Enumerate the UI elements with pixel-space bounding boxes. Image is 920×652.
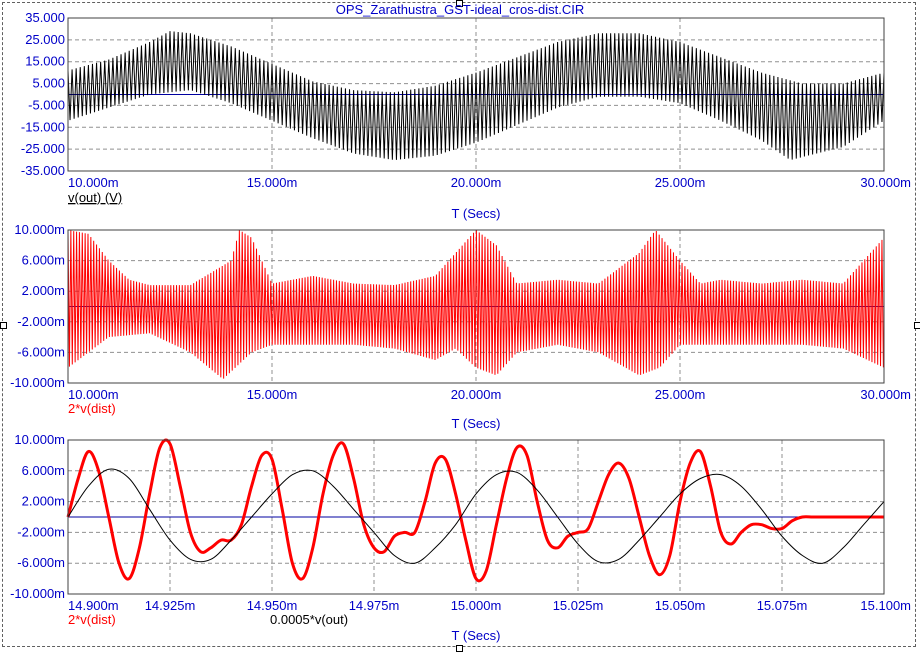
y-tick-label: -35.000	[21, 163, 65, 178]
x-tick-label: 25.000m	[655, 387, 706, 402]
x-tick-label: 25.000m	[655, 175, 706, 190]
y-tick-label: -2.000m	[17, 314, 65, 329]
y-tick-label: -10.000m	[10, 586, 65, 601]
series-bottom-0	[66, 438, 884, 583]
x-tick-label: 14.900m	[68, 598, 119, 613]
x-axis-label: T (Secs)	[452, 628, 501, 643]
chart-bottom: 10.000m 6.000m 2.000m -2.000m -6.000m -10.000…	[10, 432, 911, 643]
x-tick-label: 15.000m	[247, 387, 298, 402]
x-axis-label: T (Secs)	[452, 206, 501, 221]
x-tick-label: 14.925m	[145, 598, 196, 613]
plot-area-border	[67, 229, 885, 384]
resize-handle-right[interactable]	[914, 322, 920, 329]
window-title: OPS_Zarathustra_GST-ideal_cros-dist.CIR	[335, 2, 585, 17]
y-tick-label: 6.000m	[22, 463, 65, 478]
y-tick-label: 25.000	[25, 32, 65, 47]
x-tick-label: 15.050m	[655, 598, 706, 613]
y-tick-label: -25.000	[21, 141, 65, 156]
x-tick-label: 15.075m	[757, 598, 808, 613]
y-tick-label: 6.000m	[22, 253, 65, 268]
y-tick-label: 5.000	[32, 76, 65, 91]
legend-label: v(out) (V)	[68, 190, 122, 205]
y-tick-label: 10.000m	[14, 222, 65, 237]
y-tick-label: 35.000	[25, 10, 65, 25]
y-tick-label: 2.000m	[22, 494, 65, 509]
y-tick-label: -6.000m	[17, 555, 65, 570]
series-middle-0	[67, 229, 884, 379]
x-tick-label: 14.950m	[247, 598, 298, 613]
x-tick-label: 15.000m	[247, 175, 298, 190]
x-tick-label: 10.000m	[68, 175, 119, 190]
y-tick-label: 10.000m	[14, 432, 65, 447]
series-bottom-1	[67, 468, 885, 564]
x-tick-label: 20.000m	[451, 387, 502, 402]
y-tick-label: 15.000	[25, 54, 65, 69]
x-tick-label: 20.000m	[451, 175, 502, 190]
y-tick-label: -10.000m	[10, 375, 65, 390]
x-tick-label: 30.000m	[860, 175, 911, 190]
plot-area-border	[67, 17, 885, 172]
x-axis-label: T (Secs)	[452, 416, 501, 431]
x-tick-label: 15.025m	[553, 598, 604, 613]
series-top-0	[67, 31, 885, 160]
x-tick-label: 30.000m	[860, 387, 911, 402]
legend-label: 2*v(dist)	[68, 612, 116, 627]
x-tick-label: 15.000m	[451, 598, 502, 613]
chart-middle: 10.000m 6.000m 2.000m -2.000m -6.000m -10.000…	[10, 222, 911, 431]
y-tick-label: -2.000m	[17, 524, 65, 539]
y-tick-label: -6.000m	[17, 344, 65, 359]
plot-area-border	[67, 439, 885, 595]
x-tick-label: 14.975m	[349, 598, 400, 613]
x-tick-label: 10.000m	[68, 387, 119, 402]
y-tick-label: 2.000m	[22, 283, 65, 298]
legend-label: 0.0005*v(out)	[270, 612, 348, 627]
resize-handle-top[interactable]	[456, 0, 463, 7]
y-tick-label: -5.000	[28, 97, 65, 112]
y-tick-label: -15.000	[21, 119, 65, 134]
resize-handle-left[interactable]	[0, 322, 7, 329]
chart-top: 35.000 25.000 15.000 5.000 -5.000 -15.000 -25.…	[21, 10, 911, 221]
legend-label: 2*v(dist)	[68, 401, 116, 416]
x-tick-label: 15.100m	[860, 598, 911, 613]
